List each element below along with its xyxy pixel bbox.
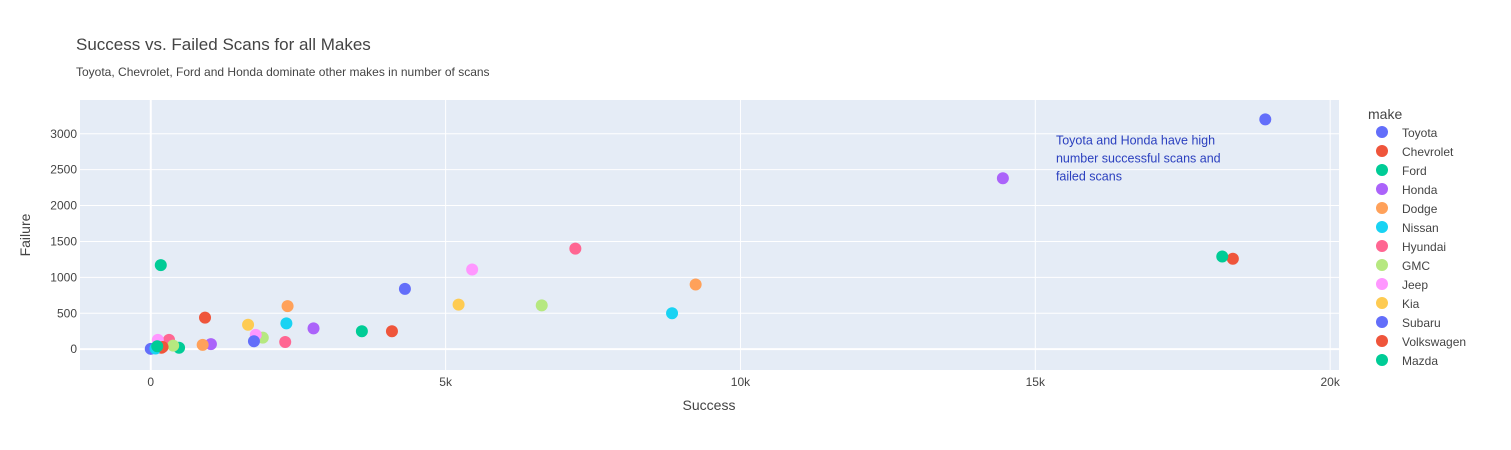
data-point[interactable] — [281, 300, 294, 313]
legend-marker — [1376, 164, 1388, 176]
legend-label: Kia — [1402, 297, 1420, 311]
legend-marker — [1376, 202, 1388, 214]
legend-item-ford[interactable]: Ford — [1376, 164, 1427, 178]
legend-title: make — [1368, 106, 1402, 122]
series-kia — [242, 298, 465, 331]
x-tick-label: 10k — [731, 375, 751, 389]
data-point[interactable] — [996, 172, 1009, 185]
legend-label: Toyota — [1402, 126, 1438, 140]
series-dodge — [196, 278, 702, 351]
legend-label: Jeep — [1402, 278, 1428, 292]
data-point[interactable] — [385, 325, 398, 338]
legend-marker — [1376, 297, 1388, 309]
legend-label: Nissan — [1402, 221, 1439, 235]
legend-label: Mazda — [1402, 354, 1438, 368]
chart-title: Success vs. Failed Scans for all Makes — [76, 35, 371, 54]
annotation: Toyota and Honda have high number success… — [1056, 134, 1221, 184]
data-points — [144, 113, 1272, 355]
data-point[interactable] — [167, 339, 180, 352]
y-tick-label: 0 — [70, 342, 77, 356]
legend-label: Ford — [1402, 164, 1427, 178]
series-subaru — [247, 282, 411, 348]
legend-label: Hyundai — [1402, 240, 1446, 254]
grid-lines — [80, 100, 1339, 370]
legend-marker — [1376, 145, 1388, 157]
x-tick-label: 15k — [1026, 375, 1046, 389]
legend-item-honda[interactable]: Honda — [1376, 183, 1438, 197]
data-point[interactable] — [355, 325, 368, 338]
data-point[interactable] — [247, 335, 260, 348]
data-point[interactable] — [196, 338, 209, 351]
legend-item-dodge[interactable]: Dodge — [1376, 202, 1438, 216]
legend-label: Volkswagen — [1402, 335, 1466, 349]
legend-item-hyundai[interactable]: Hyundai — [1376, 240, 1446, 254]
data-point[interactable] — [689, 278, 702, 291]
legend-marker — [1376, 221, 1388, 233]
data-point[interactable] — [154, 259, 167, 272]
y-axis-label: Failure — [17, 213, 33, 256]
data-point[interactable] — [1226, 252, 1239, 265]
legend-item-kia[interactable]: Kia — [1376, 297, 1420, 311]
legend-item-jeep[interactable]: Jeep — [1376, 278, 1428, 292]
data-point[interactable] — [535, 299, 548, 312]
chart-subtitle: Toyota, Chevrolet, Ford and Honda domina… — [76, 65, 490, 79]
x-tick-label: 20k — [1320, 375, 1340, 389]
legend-marker — [1376, 126, 1388, 138]
y-tick-label: 2500 — [50, 163, 77, 177]
legend-item-chevrolet[interactable]: Chevrolet — [1376, 145, 1454, 159]
annotation-line: Toyota and Honda have high — [1056, 134, 1215, 148]
data-point[interactable] — [280, 317, 293, 330]
legend-item-volkswagen[interactable]: Volkswagen — [1376, 335, 1466, 349]
y-tick-label: 3000 — [50, 127, 77, 141]
legend[interactable]: make Toyota Chevrolet Ford Honda Dodge Nissan… — [1368, 106, 1466, 368]
legend-marker — [1376, 316, 1388, 328]
data-point[interactable] — [151, 340, 164, 353]
legend-item-toyota[interactable]: Toyota — [1376, 126, 1438, 140]
data-point[interactable] — [666, 307, 679, 320]
series-mazda — [151, 340, 164, 353]
data-point[interactable] — [466, 263, 479, 276]
legend-marker — [1376, 183, 1388, 195]
data-point[interactable] — [1216, 250, 1229, 263]
data-point[interactable] — [242, 318, 255, 331]
legend-item-nissan[interactable]: Nissan — [1376, 221, 1439, 235]
legend-label: Dodge — [1402, 202, 1438, 216]
x-tick-label: 0 — [147, 375, 154, 389]
data-point[interactable] — [1259, 113, 1272, 126]
data-point[interactable] — [279, 335, 292, 348]
annotation-line: failed scans — [1056, 170, 1122, 184]
legend-marker — [1376, 354, 1388, 366]
data-point[interactable] — [199, 311, 212, 324]
y-tick-label: 2000 — [50, 199, 77, 213]
data-point[interactable] — [307, 322, 320, 335]
legend-label: Subaru — [1402, 316, 1441, 330]
legend-marker — [1376, 335, 1388, 347]
legend-label: Chevrolet — [1402, 145, 1454, 159]
y-tick-label: 1500 — [50, 234, 77, 248]
legend-item-subaru[interactable]: Subaru — [1376, 316, 1441, 330]
data-point[interactable] — [569, 242, 582, 255]
x-tick-label: 5k — [439, 375, 453, 389]
y-tick-label: 500 — [57, 306, 77, 320]
legend-marker — [1376, 278, 1388, 290]
annotation-line: number successful scans and — [1056, 152, 1221, 166]
legend-marker — [1376, 240, 1388, 252]
legend-item-gmc[interactable]: GMC — [1376, 259, 1430, 273]
legend-label: GMC — [1402, 259, 1430, 273]
data-point[interactable] — [452, 298, 465, 311]
legend-item-mazda[interactable]: Mazda — [1376, 354, 1438, 368]
axis-ticks: 0 5k 10k 15k 20k 0 500 1000 1500 2000 2500 3000 — [50, 127, 1341, 389]
y-tick-label: 1000 — [50, 270, 77, 284]
x-axis-label: Success — [683, 397, 736, 413]
legend-marker — [1376, 259, 1388, 271]
data-point[interactable] — [398, 282, 411, 295]
legend-label: Honda — [1402, 183, 1438, 197]
